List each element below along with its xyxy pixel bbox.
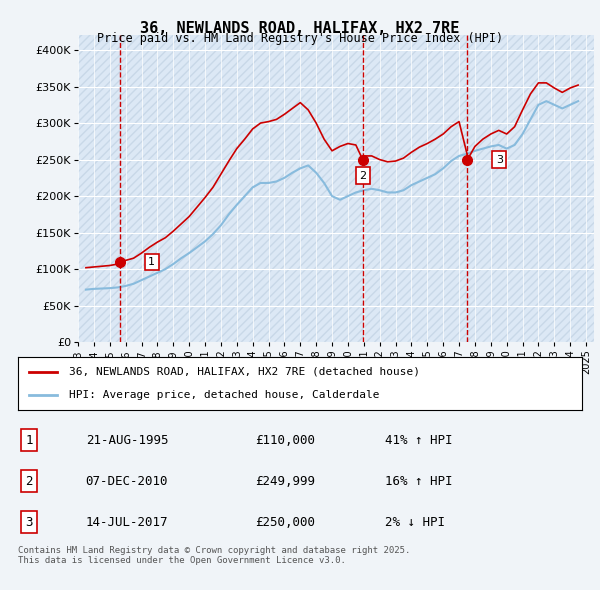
Text: 1: 1 (26, 434, 33, 447)
Text: 2: 2 (359, 171, 366, 181)
Text: 2: 2 (26, 474, 33, 488)
Text: 21-AUG-1995: 21-AUG-1995 (86, 434, 168, 447)
Text: 14-JUL-2017: 14-JUL-2017 (86, 516, 168, 529)
Text: HPI: Average price, detached house, Calderdale: HPI: Average price, detached house, Cald… (69, 390, 379, 400)
Text: £110,000: £110,000 (255, 434, 315, 447)
Text: £250,000: £250,000 (255, 516, 315, 529)
Text: 07-DEC-2010: 07-DEC-2010 (86, 474, 168, 488)
Text: 36, NEWLANDS ROAD, HALIFAX, HX2 7RE: 36, NEWLANDS ROAD, HALIFAX, HX2 7RE (140, 21, 460, 35)
Text: 3: 3 (26, 516, 33, 529)
Text: 16% ↑ HPI: 16% ↑ HPI (385, 474, 452, 488)
Text: 3: 3 (496, 155, 503, 165)
Text: 2% ↓ HPI: 2% ↓ HPI (385, 516, 445, 529)
Text: £249,999: £249,999 (255, 474, 315, 488)
Text: Price paid vs. HM Land Registry's House Price Index (HPI): Price paid vs. HM Land Registry's House … (97, 32, 503, 45)
Text: 41% ↑ HPI: 41% ↑ HPI (385, 434, 452, 447)
Text: Contains HM Land Registry data © Crown copyright and database right 2025.
This d: Contains HM Land Registry data © Crown c… (18, 546, 410, 565)
Text: 36, NEWLANDS ROAD, HALIFAX, HX2 7RE (detached house): 36, NEWLANDS ROAD, HALIFAX, HX2 7RE (det… (69, 367, 420, 377)
Text: 1: 1 (148, 257, 155, 267)
